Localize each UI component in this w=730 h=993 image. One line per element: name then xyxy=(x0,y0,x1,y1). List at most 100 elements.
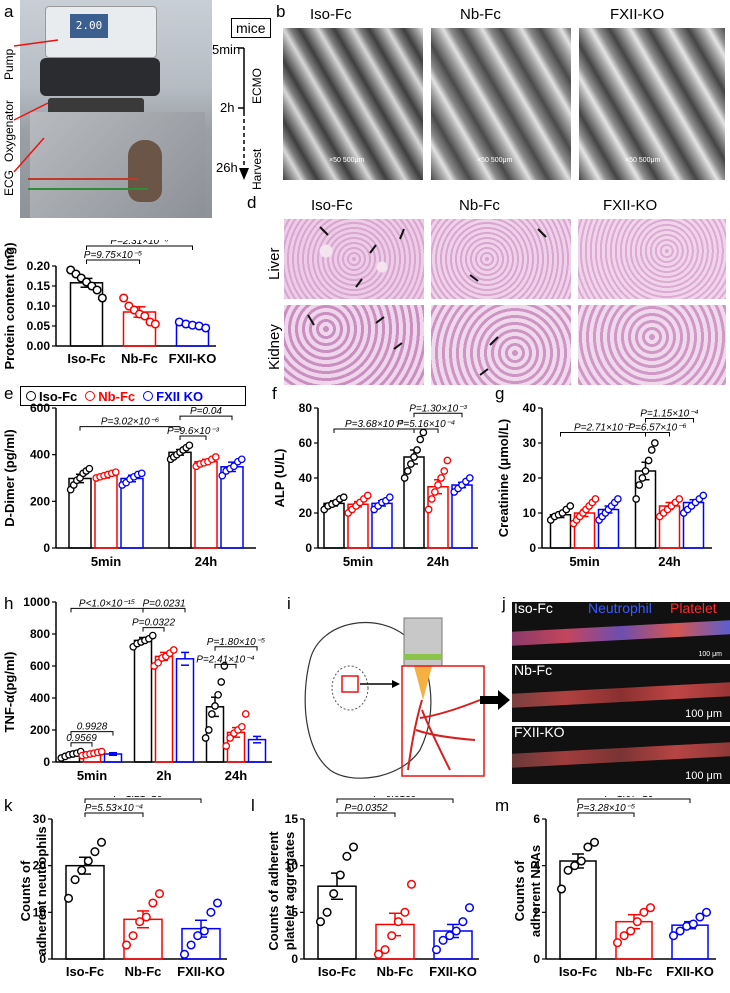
sem-image-iso: ×50 500μm xyxy=(283,28,423,180)
data-point xyxy=(695,912,705,922)
significance-bracket xyxy=(645,418,694,423)
bar xyxy=(94,474,118,549)
data-point xyxy=(632,917,642,927)
significance-bracket xyxy=(70,731,114,736)
p-value-label: P=0.04 xyxy=(190,406,222,417)
legend-label-iso: Iso-Fc xyxy=(39,388,78,404)
y-tick-label: 6 xyxy=(533,812,540,826)
significance-bracket xyxy=(336,812,396,817)
data-point xyxy=(612,938,623,948)
histo-kidney-nb xyxy=(431,305,571,385)
y-tick-label: 400 xyxy=(30,691,50,705)
y-axis-label: adherent neutrophils xyxy=(34,826,49,955)
y-tick-label: 0 xyxy=(39,952,46,966)
data-point xyxy=(406,879,417,889)
y-tick-label: 2 xyxy=(533,905,540,919)
significance-bracket xyxy=(336,798,454,803)
data-point xyxy=(465,474,474,482)
data-point xyxy=(217,678,226,686)
bar xyxy=(220,466,244,549)
thrombus-arrow xyxy=(479,368,489,376)
sem-scale-label: ×50 500μm xyxy=(477,157,513,164)
data-point xyxy=(169,646,178,654)
y-axis-label: Protein content (mg) xyxy=(2,242,17,369)
x-tick-label: 5min xyxy=(91,554,121,569)
x-tick-label: FXII-KO xyxy=(666,964,714,979)
p-value-label: P=2.41×10⁻⁴ xyxy=(196,654,255,665)
scale-bar-label: 100 μm xyxy=(685,708,722,720)
y-axis-label: adherent NPAs xyxy=(528,845,543,937)
data-point xyxy=(201,323,211,333)
data-point xyxy=(464,903,475,913)
data-point xyxy=(626,926,636,936)
data-point xyxy=(92,285,102,295)
data-point xyxy=(393,917,403,927)
y-tick-label: 0 xyxy=(533,952,540,966)
panel-letter-g: g xyxy=(495,384,505,403)
data-point xyxy=(141,912,151,922)
chart-alp: 0 20 40 60 80 ALP (U/L) 5min 24h P=3.68×10⁻⁷P=5.… xyxy=(272,401,478,569)
x-tick-label: 2h xyxy=(156,768,171,783)
data-point xyxy=(632,495,640,503)
data-point xyxy=(570,861,580,871)
data-point xyxy=(193,931,203,941)
p-value-label: P=1.67×10⁻⁵ xyxy=(605,796,663,800)
chart-adherent-npas: 0 2 4 6 Counts of adherent NPAs Iso-Fc Nb-Fc FXI… xyxy=(512,796,716,979)
panel-letter-k: k xyxy=(4,796,13,815)
oxygenator-arrow xyxy=(13,102,49,121)
panel-letter-h: h xyxy=(4,594,14,613)
data-point xyxy=(638,474,647,482)
significance-bracket xyxy=(142,627,165,632)
data-point xyxy=(322,907,332,917)
p-value-label: P=1.15×10⁻⁴ xyxy=(640,409,699,420)
data-point xyxy=(431,945,442,955)
legend-label-ko: FXII KO xyxy=(156,388,204,404)
cremaster-region xyxy=(331,665,369,711)
timeline-5min: 5min xyxy=(212,42,241,57)
timeline-axis xyxy=(238,47,249,180)
surgical-board xyxy=(30,112,205,218)
y-tick-label: 10 xyxy=(523,506,537,520)
y-tick-label: 200 xyxy=(30,723,50,737)
timeline-2h: 2h xyxy=(220,100,235,115)
data-point xyxy=(185,441,194,450)
data-point xyxy=(90,847,100,857)
thrombus-arrow xyxy=(355,278,363,288)
bar xyxy=(175,658,195,763)
data-point xyxy=(445,931,455,941)
legend-label-nb: Nb-Fc xyxy=(98,388,136,404)
data-point xyxy=(85,464,94,473)
x-tick-label: Nb-Fc xyxy=(377,964,414,979)
y-tick-label: 0 xyxy=(291,952,298,966)
fluo-image-iso: 100 μm xyxy=(512,602,730,660)
chart-creatinine: 0 10 20 30 40 Creatinine (μmol/L) 5min 24h P=2.7… xyxy=(496,401,712,569)
data-point xyxy=(563,865,573,875)
vessel-tree xyxy=(407,699,481,771)
x-tick-label: 24h xyxy=(427,554,449,569)
histo-liver-iso xyxy=(284,219,424,299)
data-point xyxy=(186,940,196,950)
significance-bracket xyxy=(86,245,193,250)
ecg-label: ECG xyxy=(2,169,16,196)
y-tick-label: 20 xyxy=(33,859,47,873)
data-point xyxy=(424,505,433,514)
data-point xyxy=(208,710,216,718)
data-point xyxy=(121,940,132,950)
significance-bracket xyxy=(577,798,691,803)
x-tick-label: 24h xyxy=(658,554,680,569)
y-tick-label: 10 xyxy=(33,905,47,919)
panel-letter-e: e xyxy=(4,384,14,403)
y-axis-label: TNF-α(pg/ml) xyxy=(2,652,17,733)
y-tick-label: 40 xyxy=(299,471,313,485)
data-point xyxy=(97,747,106,756)
data-point xyxy=(237,455,246,464)
y-tick-label: 1000 xyxy=(23,595,50,609)
x-tick-label: 5min xyxy=(569,554,599,569)
data-point xyxy=(576,856,586,866)
data-point xyxy=(556,884,567,894)
y-tick-label: 30 xyxy=(33,812,47,826)
field-of-view-box xyxy=(401,665,485,777)
y-tick-label: 800 xyxy=(30,627,50,641)
significance-bracket xyxy=(179,415,233,421)
y-tick-label: 5 xyxy=(291,905,298,919)
